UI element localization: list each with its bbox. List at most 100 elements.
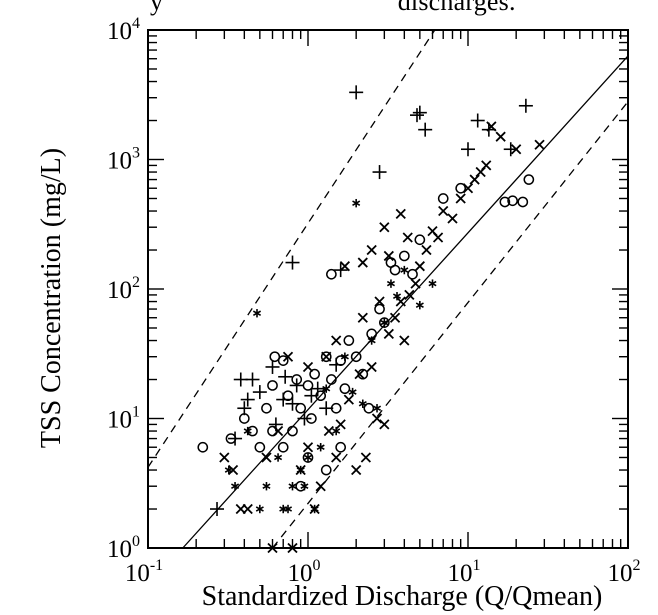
asterisk-marker xyxy=(367,336,376,345)
plus-marker xyxy=(297,411,312,426)
x-marker xyxy=(227,464,239,476)
x-marker-b xyxy=(357,312,368,323)
x-marker xyxy=(357,257,368,268)
x-marker xyxy=(302,442,314,453)
asterisk-marker xyxy=(316,443,325,452)
asterisk-marker xyxy=(380,318,389,327)
asterisk-marker xyxy=(358,399,367,408)
x-marker-b xyxy=(402,232,413,243)
circle-marker xyxy=(398,250,410,262)
asterisk-marker-arm xyxy=(352,200,361,206)
circle-marker xyxy=(343,335,355,346)
asterisk-marker xyxy=(352,198,361,208)
x-marker xyxy=(360,452,372,463)
asterisk-marker-arm xyxy=(243,428,252,434)
asterisk-marker-arm xyxy=(358,400,367,407)
x-marker xyxy=(379,222,390,233)
x-marker xyxy=(219,452,230,463)
x-tick-label: 102 xyxy=(608,557,641,587)
asterisk-marker-arm xyxy=(340,353,349,360)
asterisk-marker xyxy=(332,426,341,436)
reference-lines xyxy=(147,29,629,549)
circle-marker xyxy=(261,402,272,414)
circle-marker xyxy=(326,374,337,385)
circle-marker xyxy=(499,196,511,208)
x-marker-b xyxy=(495,131,506,142)
asterisk-marker-arm xyxy=(255,506,264,512)
x-marker xyxy=(343,394,354,405)
circle-marker xyxy=(225,433,237,444)
circle-marker xyxy=(517,196,529,208)
circle-marker xyxy=(269,351,281,363)
circle-marker xyxy=(277,441,289,453)
plus-marker xyxy=(418,122,433,137)
axis-ticks xyxy=(147,29,629,549)
circle-marker xyxy=(309,368,320,380)
x-marker xyxy=(495,131,506,142)
x-marker-b xyxy=(261,452,272,463)
plus-marker xyxy=(372,165,387,180)
plus-marker xyxy=(285,255,300,270)
x-marker-b xyxy=(351,464,362,476)
x-marker xyxy=(354,369,365,380)
x-marker xyxy=(383,328,394,340)
x-marker-b xyxy=(272,425,284,437)
circle-marker xyxy=(414,234,426,246)
circle-marker xyxy=(302,452,314,463)
plus-marker xyxy=(518,98,533,113)
x-marker xyxy=(395,208,406,220)
x-marker-b xyxy=(404,289,415,301)
circle-marker xyxy=(197,441,209,453)
asterisk-marker xyxy=(348,387,357,397)
asterisk-marker-arm xyxy=(400,267,409,273)
x-marker-b xyxy=(357,257,368,268)
x-marker xyxy=(287,542,298,554)
x-marker xyxy=(357,312,368,323)
plus-marker xyxy=(233,372,248,387)
asterisk-marker xyxy=(274,453,283,462)
x-marker xyxy=(351,464,362,476)
circle-marker xyxy=(267,380,278,391)
circle-marker xyxy=(238,413,250,424)
asterisk-marker xyxy=(279,504,288,514)
x-marker xyxy=(371,413,383,424)
plus-marker xyxy=(310,381,325,396)
x-marker-b xyxy=(331,452,342,463)
circle-marker xyxy=(335,441,347,453)
circle-marker xyxy=(330,402,342,414)
asterisk-marker xyxy=(428,279,437,288)
circle-marker xyxy=(277,355,289,366)
circle-marker xyxy=(339,383,351,395)
asterisk-marker xyxy=(415,300,424,310)
asterisk-marker xyxy=(392,291,402,301)
x-marker-b xyxy=(366,361,377,373)
asterisk-marker xyxy=(340,352,349,361)
x-marker-b xyxy=(399,335,410,346)
x-marker xyxy=(438,205,449,217)
plus-marker xyxy=(278,369,293,384)
x-marker-b xyxy=(267,542,278,554)
x-marker-b xyxy=(339,261,351,272)
asterisk-marker-arm xyxy=(348,389,357,395)
x-marker-b xyxy=(331,335,342,346)
circle-marker xyxy=(267,425,278,437)
x-marker xyxy=(410,278,421,289)
x-marker xyxy=(383,250,394,262)
x-marker xyxy=(379,419,390,430)
x-marker-b xyxy=(343,394,354,405)
asterisk-marker-arm xyxy=(380,319,389,326)
x-marker xyxy=(432,232,444,243)
plot-border xyxy=(147,29,629,549)
x-marker xyxy=(374,296,385,307)
x-marker-b xyxy=(486,121,497,132)
asterisk-marker-arm xyxy=(262,483,271,490)
asterisk-marker-arm xyxy=(283,506,293,512)
x-marker-b xyxy=(366,244,377,256)
x-marker xyxy=(366,361,377,373)
asterisk-marker xyxy=(283,504,293,514)
asterisk-marker xyxy=(243,426,252,436)
x-marker xyxy=(323,425,334,437)
plus-marker xyxy=(461,142,475,157)
asterisk-marker-arm xyxy=(372,405,382,412)
x-marker-b xyxy=(219,452,230,463)
